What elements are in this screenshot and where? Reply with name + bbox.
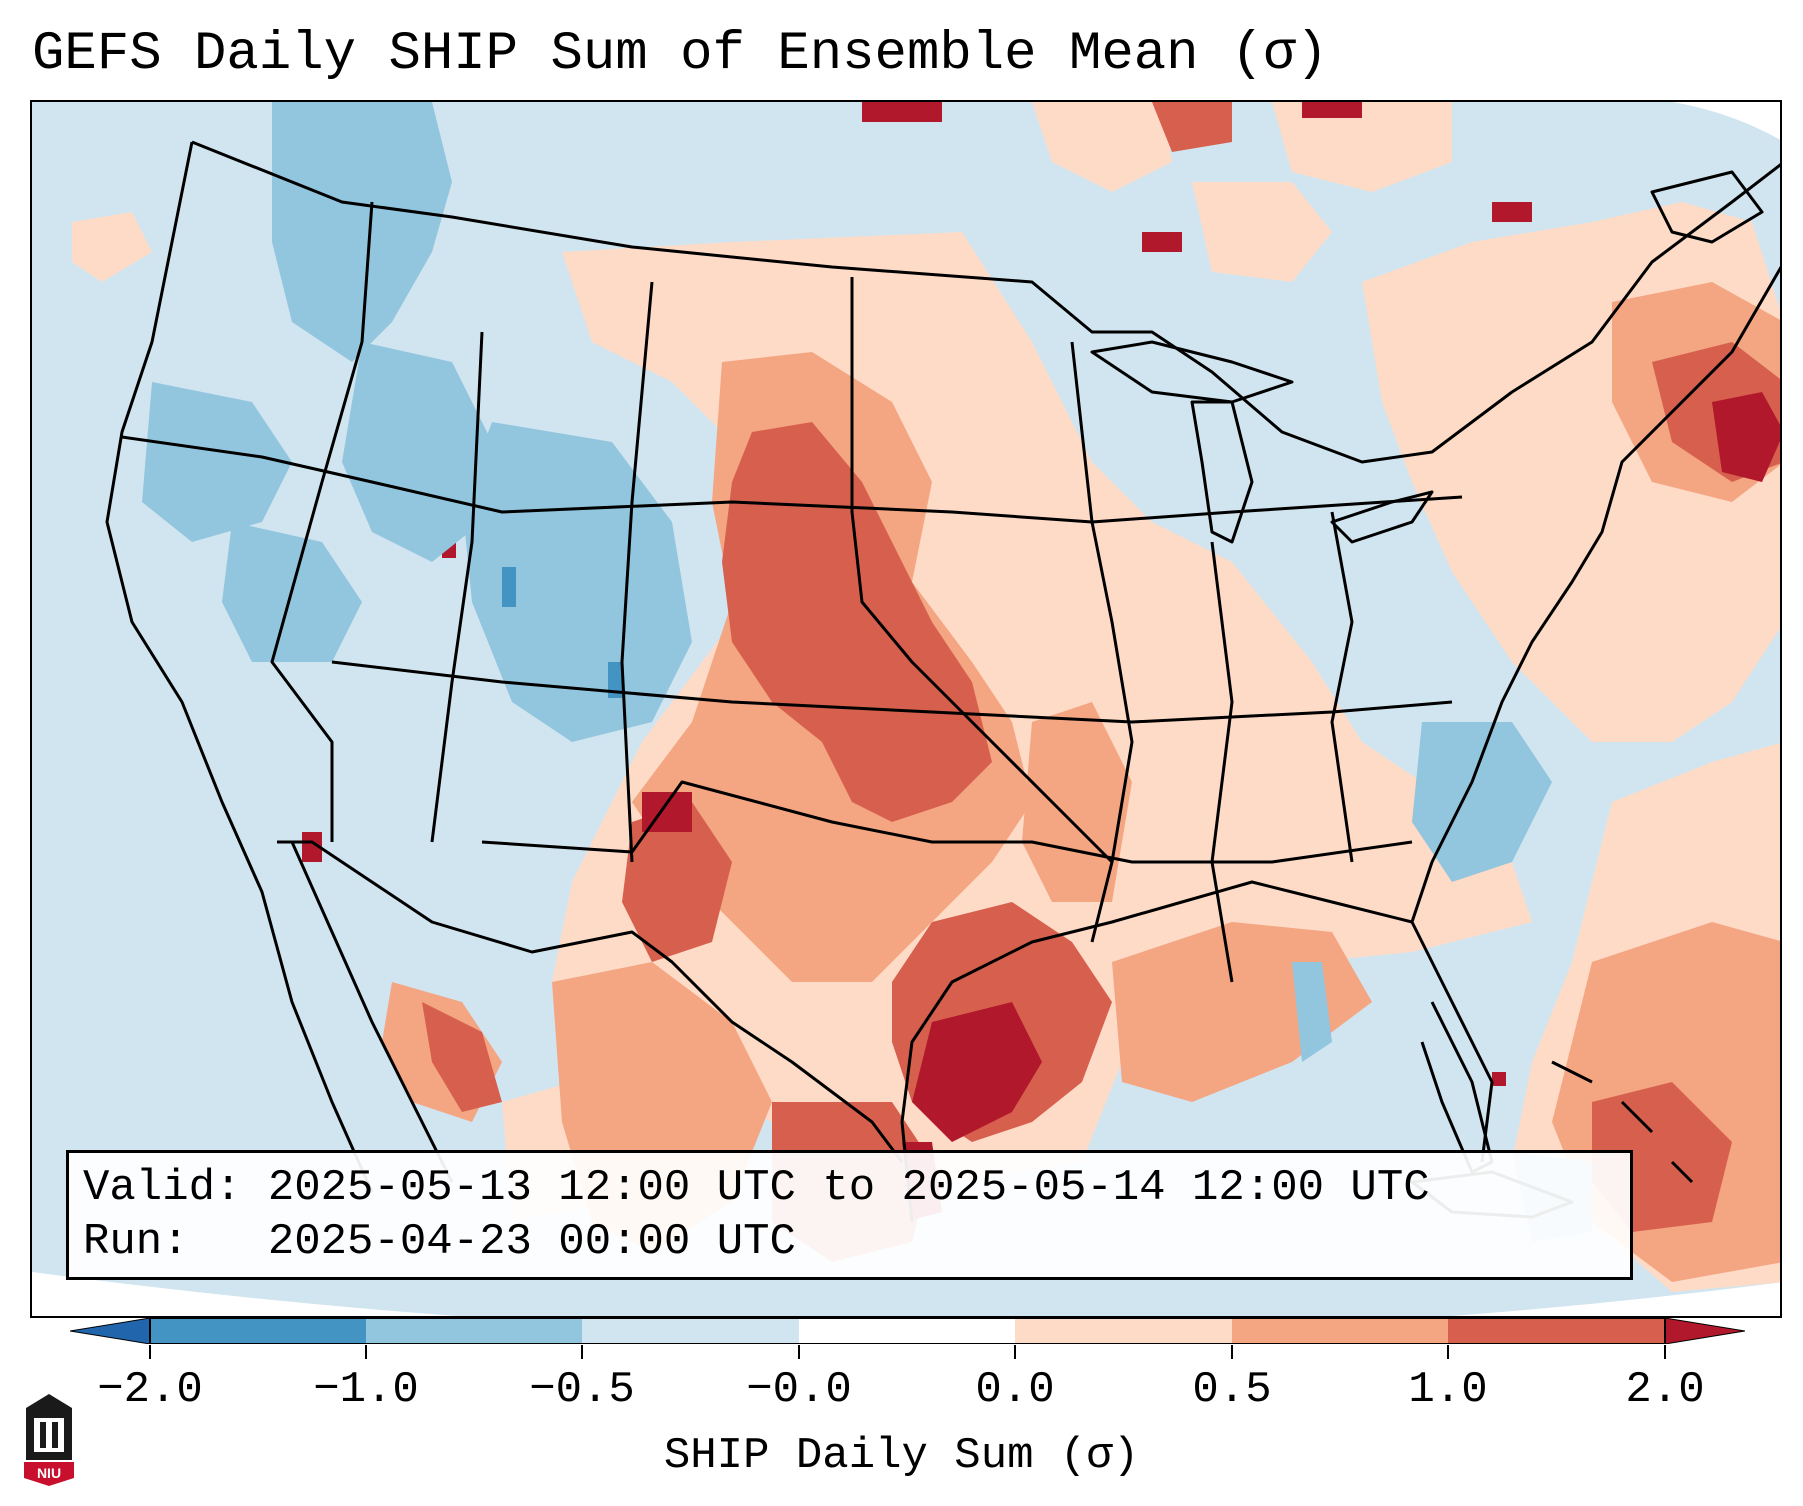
tick-mark [1664,1345,1666,1359]
state-line-south [481,780,1413,864]
niu-logo: NIU [24,1394,74,1486]
colorbar-segment-5 [1015,1318,1232,1344]
gulf-coast [900,880,1413,1223]
state-line-appalachia [1330,511,1354,863]
tick-mark [365,1345,367,1359]
tick-label: −0.0 [746,1365,852,1415]
tick-mark [1014,1345,1016,1359]
state-line-north-plains [121,435,1463,524]
state-line-mississippi [1070,341,1134,943]
colorbar-ticks: −2.0 −1.0 −0.5 −0.0 0.0 0.5 1.0 2.0 [0,1345,1803,1425]
colorbar-segment-4 [799,1318,1015,1344]
baja-california [290,841,454,1183]
colorbar-extend-low [70,1318,151,1344]
info-box: Valid: 2025-05-13 12:00 UTC to 2025-05-1… [66,1150,1633,1280]
east-coast [1410,265,1780,1163]
tick-label: 0.5 [1192,1365,1272,1415]
valid-label: Valid: [83,1163,242,1213]
valid-value: 2025-05-13 12:00 UTC to 2025-05-14 12:00… [267,1163,1430,1213]
run-label: Run: [83,1217,189,1267]
tick-mark [581,1345,583,1359]
colorbar-extend-high [1664,1318,1745,1344]
map-panel [30,100,1782,1318]
tick-mark [798,1345,800,1359]
tick-mark [1231,1345,1233,1359]
projection-edge-bottom [32,1272,1780,1316]
lake-erie [1330,490,1434,544]
map-title: GEFS Daily SHIP Sum of Ensemble Mean (σ) [32,24,1329,85]
state-line-mountain [430,331,484,843]
run-value: 2025-04-23 00:00 UTC [267,1217,796,1267]
state-line-rockies [620,281,654,863]
state-line-central [331,660,1453,724]
mexico-border [277,840,904,1163]
projection-edge-top [1672,102,1780,140]
colorbar-segment-3 [582,1318,799,1344]
west-coast [105,141,374,1193]
state-line-plains [850,277,1114,864]
colorbar-label: SHIP Daily Sum (σ) [663,1431,1140,1481]
colorbar-segment-2 [366,1318,582,1344]
colorbar-segment-1 [150,1318,366,1344]
tick-mark [1447,1345,1449,1359]
colorbar [70,1318,1745,1344]
tick-label: −2.0 [97,1365,203,1415]
tick-label: −0.5 [529,1365,635,1415]
colorbar-segment-6 [1232,1318,1448,1344]
tick-label: 2.0 [1625,1365,1705,1415]
maritimes [1650,170,1764,244]
svg-text:NIU: NIU [37,1465,61,1481]
negative-spots [502,567,622,698]
tick-label: 0.0 [975,1365,1055,1415]
tick-label: 1.0 [1408,1365,1488,1415]
tick-mark [149,1345,151,1359]
tick-label: −1.0 [313,1365,419,1415]
bahamas [1551,1060,1694,1184]
colorbar-segment-7 [1448,1318,1665,1344]
state-line-east [1210,541,1234,983]
lake-superior [1090,340,1294,404]
map-canvas [32,102,1780,1316]
state-line-west [270,201,374,842]
us-canada-border [191,140,1780,464]
